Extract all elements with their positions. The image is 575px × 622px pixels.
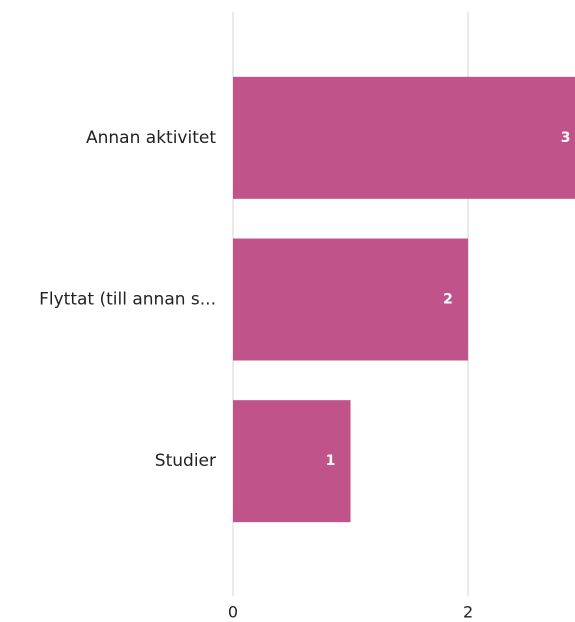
value-label: 1 [326,453,336,469]
bar [233,76,575,199]
x-tick-label: 0 [228,603,238,622]
bar [233,400,351,523]
bar [233,238,469,361]
value-label: 2 [443,292,453,308]
x-tick-label: 2 [463,603,473,622]
y-tick-label: Studier [155,451,216,471]
value-label: 3 [561,130,571,146]
y-tick-label: Flyttat (till annan s... [39,290,216,310]
y-tick-label: Annan aktivitet [86,128,216,148]
